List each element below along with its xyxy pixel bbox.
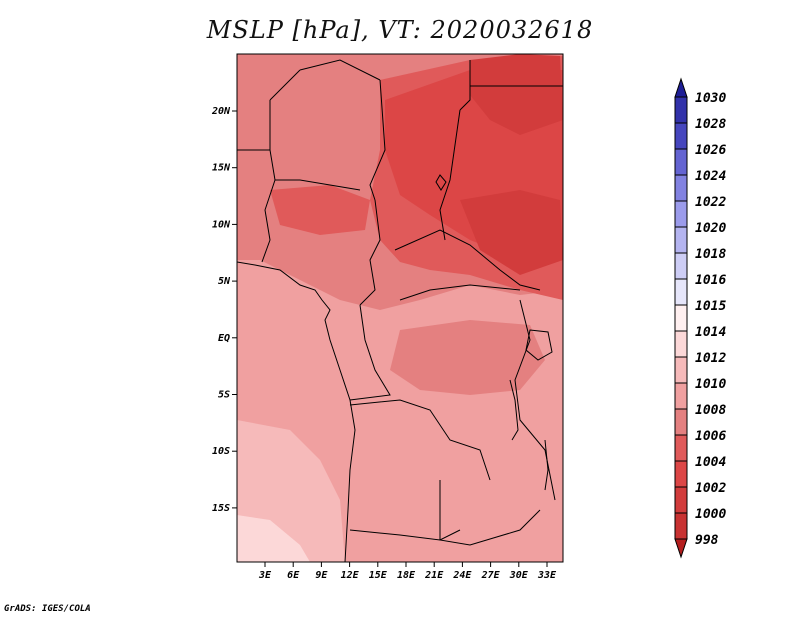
colorbar-label: 1024 (695, 169, 726, 184)
border-chad-libya (459, 60, 471, 111)
border-niger (369, 79, 386, 201)
lat-label: 10N (212, 219, 231, 230)
colorbar-label: 1000 (695, 507, 726, 522)
colorbar-segment (674, 96, 688, 124)
lake-chad (435, 174, 447, 191)
central-1008-region (390, 320, 545, 395)
colorbar-segment (674, 512, 688, 540)
sudan-1002-region (460, 190, 563, 275)
colorbar-label: 1016 (695, 273, 726, 288)
map-title: MSLP [hPa], VT: 2020032618 (206, 16, 594, 44)
lat-label: 5N (218, 276, 231, 287)
lon-label: 30E (509, 570, 529, 581)
coastline (237, 261, 356, 562)
pressure-field (237, 54, 563, 562)
lon-label: 24E (452, 570, 472, 581)
colorbar-segment (674, 278, 688, 306)
lon-label: 12E (341, 570, 360, 581)
colorbar-segment (674, 434, 688, 462)
colorbar-label: 1015 (695, 299, 726, 314)
colorbar-label: 1018 (695, 247, 726, 262)
colorbar-label: 1030 (695, 91, 726, 106)
colorbar-label: 1020 (695, 221, 726, 236)
border-angola-south (349, 529, 461, 541)
lat-label: EQ (218, 333, 230, 344)
colorbar-label: 1002 (695, 481, 726, 496)
colorbar-segment (674, 382, 688, 410)
colorbar-segment (674, 460, 688, 488)
west-1006-patch (270, 185, 370, 235)
north-1002-region (470, 54, 563, 135)
colorbar-label: 1012 (695, 351, 726, 366)
lon-label: 33E (537, 570, 557, 581)
colorbar-label: 1006 (695, 429, 726, 444)
lon-label: 18E (397, 570, 416, 581)
border-car (394, 229, 541, 291)
colorbar-max-triangle (674, 77, 688, 98)
colorbar-label: 1022 (695, 195, 726, 210)
colorbar-segment (674, 200, 688, 228)
lat-label: 20N (211, 106, 231, 117)
colorbar-segment (674, 226, 688, 254)
longitude-axis: 3E 6E 9E 12E 15E 18E 21E 24E 27E 30E 33E (258, 562, 557, 581)
colorbar-label: 1010 (695, 377, 726, 392)
lake-tanganyika (509, 379, 519, 441)
border-nigeria-cameroon (359, 199, 381, 306)
lon-label: 27E (481, 570, 501, 581)
colorbar-segment (674, 304, 688, 332)
border-zambia (439, 480, 541, 546)
grads-credit: GrADS: IGES/COLA (4, 604, 91, 614)
colorbar-segment (674, 356, 688, 384)
lon-label: 6E (287, 570, 300, 581)
border-drc-angola (349, 399, 491, 481)
colorbar-label: 1008 (695, 403, 726, 418)
border-north-west (299, 59, 381, 81)
lat-label: 10S (212, 446, 230, 457)
colorbar-label: 1014 (695, 325, 726, 340)
border-congo (349, 304, 391, 401)
latitude-axis: 20N 15N 10N 5N EQ 5S 10S 15S (211, 106, 237, 514)
colorbar-label: 1004 (695, 455, 726, 470)
colorbar-label: 998 (695, 533, 719, 548)
colorbar-segment (674, 330, 688, 358)
colorbar-segment (674, 408, 688, 436)
border-car-drc (399, 284, 521, 301)
colorbar-segment (674, 122, 688, 150)
colorbar: 998 1000 1002 1004 1006 1008 1010 1012 1014 1015 1… (674, 77, 726, 559)
colorbar-segment (674, 174, 688, 202)
lake-malawi (544, 439, 549, 491)
lon-label: 3E (258, 570, 272, 581)
colorbar-min-triangle (674, 538, 688, 559)
colorbar-segment (674, 148, 688, 176)
colorbar-segment (674, 252, 688, 280)
lat-label: 15S (212, 503, 230, 514)
colorbar-label: 1026 (695, 143, 726, 158)
border-algeria (269, 69, 301, 101)
colorbar-segment (674, 486, 688, 514)
lon-label: 9E (315, 570, 328, 581)
border-chad-west (439, 109, 461, 241)
border-nigeria-north (275, 179, 361, 191)
lake-victoria (525, 329, 553, 361)
colorbar-label: 1028 (695, 117, 726, 132)
border-west-sahel (237, 149, 276, 263)
lat-label: 5S (218, 390, 230, 401)
southwest-1014-region (237, 515, 310, 562)
country-borders (237, 59, 563, 562)
lon-label: 15E (369, 570, 388, 581)
lon-label: 21E (424, 570, 444, 581)
lat-label: 15N (212, 163, 231, 174)
map-frame (236, 53, 564, 563)
